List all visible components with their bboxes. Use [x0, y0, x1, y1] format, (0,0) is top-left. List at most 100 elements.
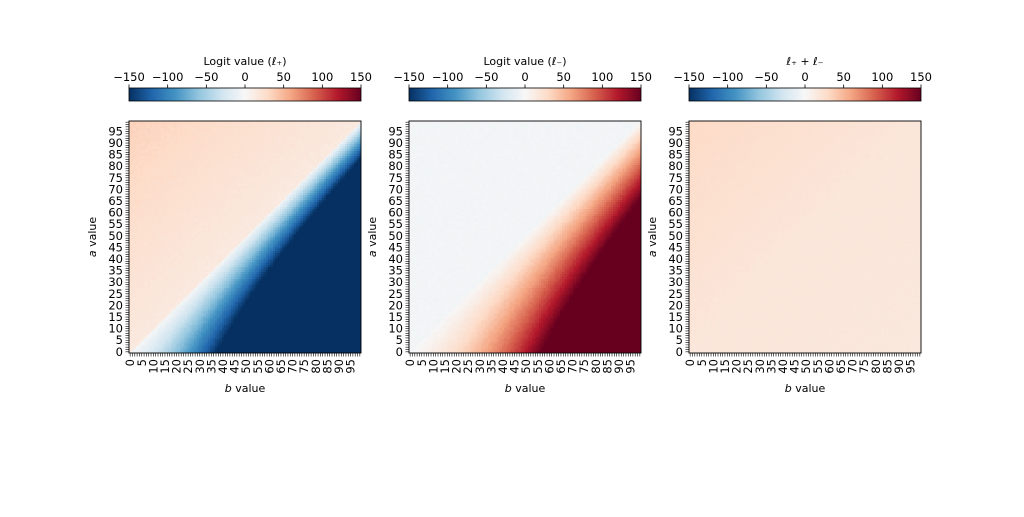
x-tick-label: 75: [857, 359, 871, 374]
colorbar-tick-label: −150: [113, 70, 145, 84]
y-tick-label: 30: [388, 275, 403, 289]
x-tick-label: 45: [508, 359, 522, 374]
colorbar-tick-label: −100: [712, 70, 744, 84]
x-tick-label: 65: [554, 359, 568, 374]
x-tick-label: 5: [695, 359, 709, 366]
y-tick-label: 0: [396, 345, 403, 359]
y-axis-label: a value: [366, 217, 379, 258]
x-tick-label: 30: [473, 359, 487, 374]
y-axis-label-rest: value: [646, 217, 659, 251]
y-tick-label: 30: [668, 275, 683, 289]
colorbar-tick-label: 0: [521, 70, 528, 84]
x-tick-label: 20: [450, 359, 464, 374]
y-tick-label: 65: [668, 194, 683, 208]
y-tick-label: 70: [668, 182, 683, 196]
x-axis-ticks: [129, 353, 361, 357]
heatmap: [129, 121, 361, 353]
x-tick-label: 90: [892, 359, 906, 374]
y-tick-label: 40: [388, 252, 403, 266]
y-tick-label: 85: [388, 148, 403, 162]
y-tick-label: 80: [668, 159, 683, 173]
x-tick-label: 25: [181, 359, 195, 374]
x-axis-ticks: [409, 353, 641, 357]
y-axis-label-var: a: [646, 250, 659, 257]
x-tick-label: 10: [146, 359, 160, 374]
colorbar-title: ℓ₊ + ℓ₋: [786, 55, 824, 68]
x-tick-label: 75: [577, 359, 591, 374]
y-tick-label: 40: [108, 252, 123, 266]
x-tick-label: 60: [262, 359, 276, 374]
x-tick-label: 35: [764, 359, 778, 374]
heatmap-frame: [128, 120, 362, 354]
x-tick-label: 65: [274, 359, 288, 374]
x-tick-label: 70: [566, 359, 580, 374]
x-tick-label: 50: [799, 359, 813, 374]
x-tick-label: 30: [753, 359, 767, 374]
x-tick-label: 95: [624, 359, 638, 374]
y-tick-label: 55: [108, 217, 123, 231]
y-tick-label: 30: [108, 275, 123, 289]
colorbar-tick-label: 50: [836, 70, 851, 84]
y-tick-label: 75: [668, 171, 683, 185]
colorbar-tick-label: −100: [432, 70, 464, 84]
y-tick-label: 50: [668, 229, 683, 243]
x-tick-label: 50: [519, 359, 533, 374]
y-axis-label-rest: value: [86, 217, 99, 251]
y-tick-label: 10: [668, 322, 683, 336]
y-tick-label: 15: [108, 310, 123, 324]
y-tick-label: 20: [388, 298, 403, 312]
x-axis-label-var: b: [785, 382, 792, 395]
y-tick-label: 25: [108, 287, 123, 301]
y-axis-label-var: a: [86, 250, 99, 257]
x-tick-label: 75: [297, 359, 311, 374]
colorbar-tick-label: 150: [350, 70, 372, 84]
y-tick-label: 60: [388, 206, 403, 220]
colorbar-tick-label: 150: [910, 70, 932, 84]
x-tick-label: 10: [426, 359, 440, 374]
x-tick-label: 20: [730, 359, 744, 374]
panel-2: Logit value (ℓ₋)−150 −100 −50 0 50 100 1500055…: [366, 55, 652, 395]
y-tick-label: 10: [108, 322, 123, 336]
x-tick-label: 95: [344, 359, 358, 374]
x-tick-label: 85: [600, 359, 614, 374]
heatmap-frame: [408, 120, 642, 354]
y-tick-label: 90: [388, 136, 403, 150]
panel-1: Logit value (ℓ₊)−150 −100 −50 0 50 100 1500055…: [86, 55, 372, 395]
x-tick-label: 40: [216, 359, 230, 374]
panel-3: ℓ₊ + ℓ₋−150 −100 −50 0 50 100 1500055101015152…: [646, 55, 932, 395]
y-tick-label: 85: [108, 148, 123, 162]
x-tick-label: 70: [846, 359, 860, 374]
x-tick-label: 90: [332, 359, 346, 374]
x-tick-label: 80: [309, 359, 323, 374]
x-tick-label: 10: [706, 359, 720, 374]
x-tick-label: 0: [403, 359, 417, 366]
y-tick-label: 80: [388, 159, 403, 173]
x-tick-label: 40: [776, 359, 790, 374]
y-tick-label: 50: [108, 229, 123, 243]
y-tick-label: 90: [668, 136, 683, 150]
y-tick-label: 35: [388, 264, 403, 278]
y-tick-label: 5: [676, 333, 683, 347]
x-tick-label: 35: [204, 359, 218, 374]
x-tick-label: 15: [158, 359, 172, 374]
y-tick-label: 60: [108, 206, 123, 220]
heatmap-frame: [688, 120, 922, 354]
y-axis-label-var: a: [366, 250, 379, 257]
x-tick-label: 60: [822, 359, 836, 374]
y-tick-label: 75: [108, 171, 123, 185]
y-tick-label: 75: [388, 171, 403, 185]
x-tick-label: 5: [135, 359, 149, 366]
y-tick-label: 45: [108, 240, 123, 254]
x-tick-label: 60: [542, 359, 556, 374]
y-tick-label: 15: [668, 310, 683, 324]
heatmap: [409, 121, 641, 353]
y-tick-label: 95: [668, 124, 683, 138]
x-tick-label: 25: [741, 359, 755, 374]
y-tick-label: 50: [388, 229, 403, 243]
colorbar-tick-label: −100: [152, 70, 184, 84]
y-tick-label: 70: [388, 182, 403, 196]
y-axis-label: a value: [86, 217, 99, 258]
colorbar-tick-label: 50: [276, 70, 291, 84]
x-tick-label: 80: [589, 359, 603, 374]
